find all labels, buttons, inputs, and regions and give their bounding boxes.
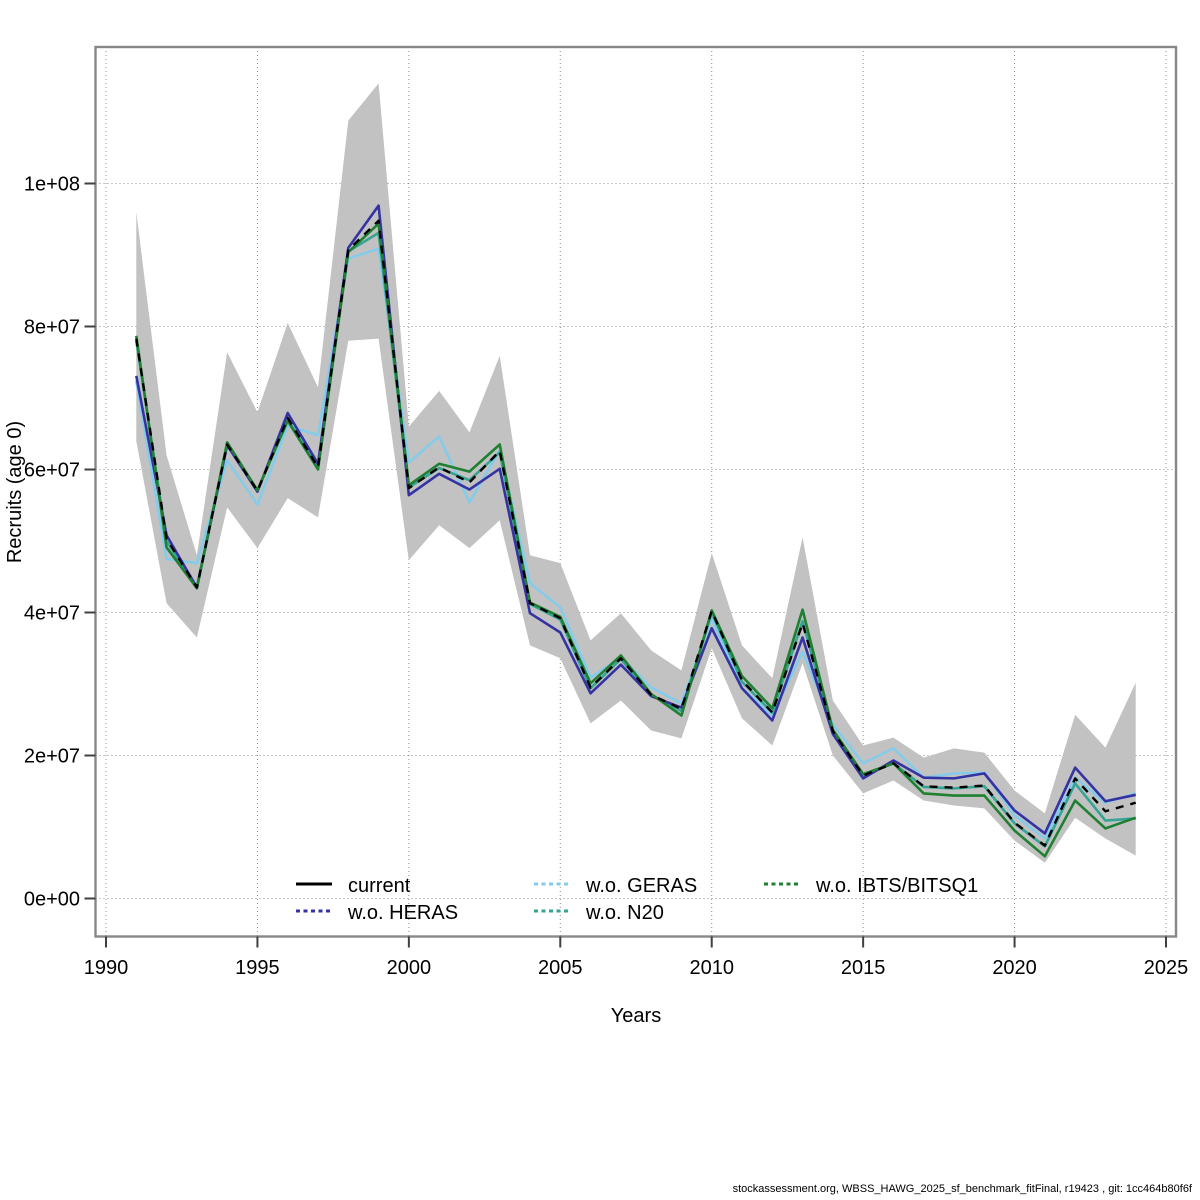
x-tick-label: 2005 [538,957,583,979]
legend-label-w-o-heras: w.o. HERAS [347,902,458,924]
x-tick-label: 2020 [992,957,1037,979]
series-line-current [135,219,1137,847]
x-tick-label: 1990 [84,957,129,979]
y-tick-label: 6e+07 [24,460,80,482]
x-axis-title: Years [611,1005,661,1027]
plot-source-caption: stockassessment.org, WBSS_HAWG_2025_sf_b… [732,1183,1192,1195]
legend-label-current: current [348,875,411,897]
y-axis-title: Recruits (age 0) [4,421,26,563]
x-tick-label: 2025 [1144,957,1189,979]
x-tick-label: 2010 [689,957,734,979]
x-tick-label: 2000 [387,957,432,979]
series-line-w-o-n20 [135,231,1136,848]
series-line-w-o-ibts-bitsq1 [134,222,1137,858]
x-tick-label: 1995 [235,957,280,979]
y-tick-label: 8e+07 [24,317,80,339]
series-line-w-o-heras [135,204,1136,835]
series-line-w-o-geras [135,247,1137,840]
y-tick-label: 0e+00 [24,889,80,911]
y-tick-label: 1e+08 [24,174,80,196]
x-tick-label: 2015 [841,957,886,979]
y-tick-label: 4e+07 [24,603,80,625]
confidence-band [136,83,1136,863]
legend-label-w-o-n20: w.o. N20 [585,902,664,924]
y-tick-label: 2e+07 [24,746,80,768]
plot-border [94,45,1178,938]
legend-label-w-o-ibts-bitsq1: w.o. IBTS/BITSQ1 [815,875,978,897]
legend-label-w-o-geras: w.o. GERAS [585,875,697,897]
